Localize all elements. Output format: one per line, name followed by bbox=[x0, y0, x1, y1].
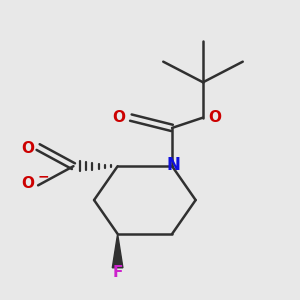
Text: O: O bbox=[21, 141, 34, 156]
Text: F: F bbox=[112, 265, 123, 280]
Text: O: O bbox=[112, 110, 126, 125]
Text: N: N bbox=[167, 156, 181, 174]
Text: O: O bbox=[21, 176, 34, 191]
Text: −: − bbox=[37, 169, 49, 184]
Polygon shape bbox=[112, 234, 123, 268]
Text: O: O bbox=[208, 110, 221, 125]
